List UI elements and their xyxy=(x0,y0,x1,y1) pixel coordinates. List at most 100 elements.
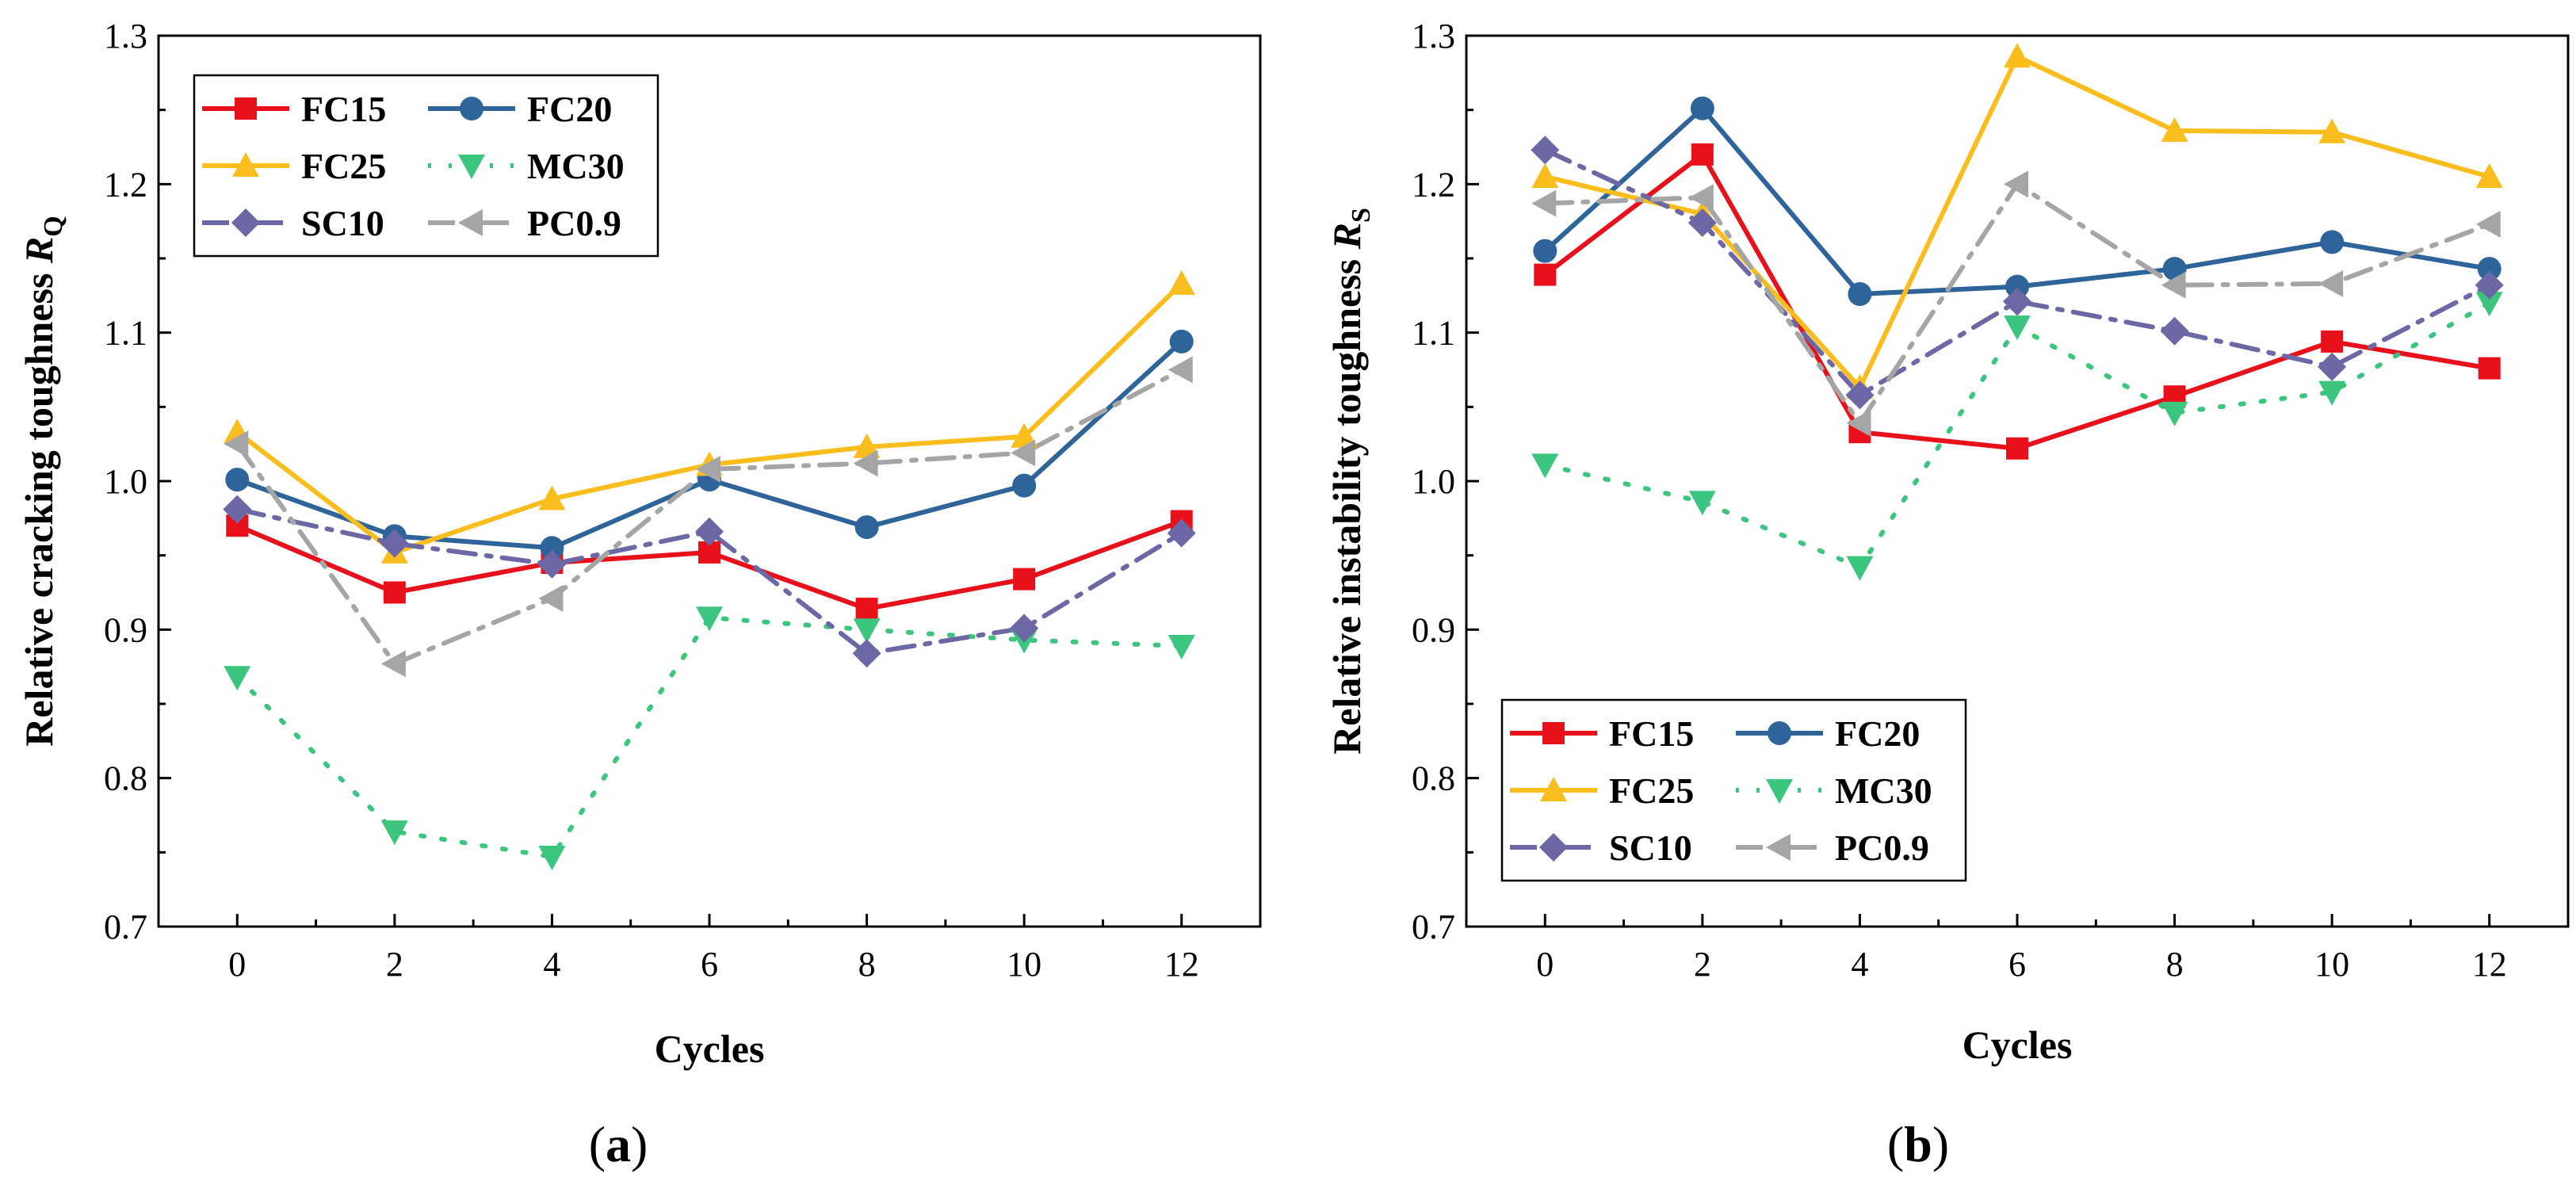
data-point xyxy=(696,606,723,632)
panel-label-letter: b xyxy=(1904,1116,1932,1172)
y-axis-title-main: Relative cracking toughness xyxy=(17,263,61,747)
x-tick-label: 8 xyxy=(858,945,876,984)
data-point xyxy=(2004,170,2028,198)
data-point xyxy=(380,820,408,846)
legend: FC15 FC20 FC25 MC30 SC10 PC0.9 xyxy=(193,74,659,258)
legend-swatch-marker xyxy=(1540,777,1567,801)
data-point xyxy=(538,584,564,612)
y-axis-title: Relative cracking toughness RQ xyxy=(17,216,68,747)
data-point xyxy=(1013,568,1036,591)
data-point xyxy=(2475,162,2503,188)
data-point xyxy=(1169,329,1194,354)
x-axis-title: Cycles xyxy=(1963,1022,2073,1067)
data-point xyxy=(2318,269,2344,297)
legend-swatch-marker xyxy=(460,97,483,120)
data-point xyxy=(1012,473,1037,498)
data-point xyxy=(2475,210,2501,238)
data-point xyxy=(2321,330,2344,353)
legend-swatch-marker xyxy=(1539,833,1568,862)
y-tick-label: 0.8 xyxy=(104,759,147,798)
data-point xyxy=(1010,613,1039,643)
data-point xyxy=(1167,518,1196,548)
x-tick-label: 8 xyxy=(2166,945,2184,984)
data-point xyxy=(383,581,406,604)
data-point xyxy=(2318,352,2347,381)
data-point xyxy=(1011,422,1038,448)
chart-panel-a: 0 2 4 6 8 10 12 0.7 0.8 0.9 1.0 1.1 1.2 1.3 FC15 FC20… xyxy=(17,17,1262,1172)
data-point xyxy=(1168,269,1195,295)
data-point xyxy=(2160,316,2189,346)
y-tick-label: 0.8 xyxy=(1412,759,1455,798)
y-axis-title-symbol: R xyxy=(17,237,61,264)
legend-swatch-marker xyxy=(458,155,485,179)
y-tick-label: 0.9 xyxy=(104,610,147,649)
data-point xyxy=(1688,491,1716,516)
x-tick-label: 6 xyxy=(2008,945,2026,984)
data-point xyxy=(696,456,720,484)
x-tick-label: 0 xyxy=(228,945,246,984)
x-axis: 0 2 4 6 8 10 12 xyxy=(228,914,1199,984)
data-point xyxy=(380,650,406,678)
data-point xyxy=(2475,270,2504,300)
legend-swatch-marker xyxy=(235,97,257,120)
x-tick-label: 10 xyxy=(1007,945,1041,984)
x-axis-title: Cycles xyxy=(655,1026,765,1071)
data-point xyxy=(2005,274,2029,299)
legend-swatch-marker xyxy=(1542,722,1565,744)
y-axis-title: Relative instability toughness RS xyxy=(1324,208,1376,755)
data-point xyxy=(2320,230,2345,254)
legend-label: FC25 xyxy=(301,146,386,186)
data-point xyxy=(1846,409,1871,437)
series-lines xyxy=(235,281,1184,859)
legend-label: SC10 xyxy=(1609,828,1692,868)
data-point xyxy=(1688,184,1714,212)
data-point xyxy=(853,433,881,458)
data-point xyxy=(1531,136,1560,165)
data-point xyxy=(2475,292,2503,317)
data-point xyxy=(852,639,881,668)
x-tick-label: 4 xyxy=(543,945,560,984)
data-point xyxy=(853,618,881,644)
legend-swatch-marker xyxy=(1766,779,1793,804)
x-tick-label: 6 xyxy=(701,945,718,984)
legend-label: PC0.9 xyxy=(527,203,621,243)
y-axis-title-subscript: Q xyxy=(39,216,68,236)
data-point xyxy=(224,430,249,458)
data-point xyxy=(1846,556,1874,581)
data-point xyxy=(537,549,567,579)
series-line-mc30 xyxy=(235,615,1184,859)
data-point xyxy=(1531,453,1559,479)
legend-label: FC15 xyxy=(301,89,386,129)
data-point xyxy=(538,845,566,870)
x-tick-label: 0 xyxy=(1536,945,1554,984)
legend: FC15 FC20 FC25 MC30 SC10 PC0.9 xyxy=(1500,698,1967,882)
data-point xyxy=(2318,380,2346,406)
data-point xyxy=(1687,208,1717,238)
legend-label: SC10 xyxy=(301,203,384,243)
y-axis-title-subscript: S xyxy=(1347,208,1376,223)
legend-swatch-marker xyxy=(231,208,260,237)
y-tick-label: 1.3 xyxy=(104,17,147,55)
data-point xyxy=(2004,43,2031,68)
y-tick-label: 1.2 xyxy=(1412,165,1455,204)
y-tick-label: 0.7 xyxy=(104,908,147,946)
x-tick-label: 4 xyxy=(1851,945,1868,984)
data-point xyxy=(2161,271,2186,299)
legend-label: PC0.9 xyxy=(1835,828,1929,868)
series-line-fc25 xyxy=(235,281,1184,555)
data-point xyxy=(2477,257,2501,281)
data-point xyxy=(2478,357,2501,380)
y-axis-title-main: Relative instability toughness xyxy=(1324,249,1369,755)
data-point xyxy=(1011,439,1036,467)
y-axis-title-symbol: R xyxy=(1324,223,1369,250)
data-point xyxy=(855,598,878,621)
panel-label: (b) xyxy=(1887,1116,1949,1172)
x-tick-label: 12 xyxy=(2472,945,2507,984)
chart-panel-b: 0 2 4 6 8 10 12 0.7 0.8 0.9 1.0 1.1 1.2 1.3 FC15 FC20… xyxy=(1324,17,2570,1172)
data-point xyxy=(1691,143,1714,166)
data-point xyxy=(853,449,878,477)
data-point xyxy=(538,485,566,510)
data-point xyxy=(540,536,564,560)
data-point xyxy=(854,515,879,540)
panel-label: (a) xyxy=(589,1116,648,1172)
